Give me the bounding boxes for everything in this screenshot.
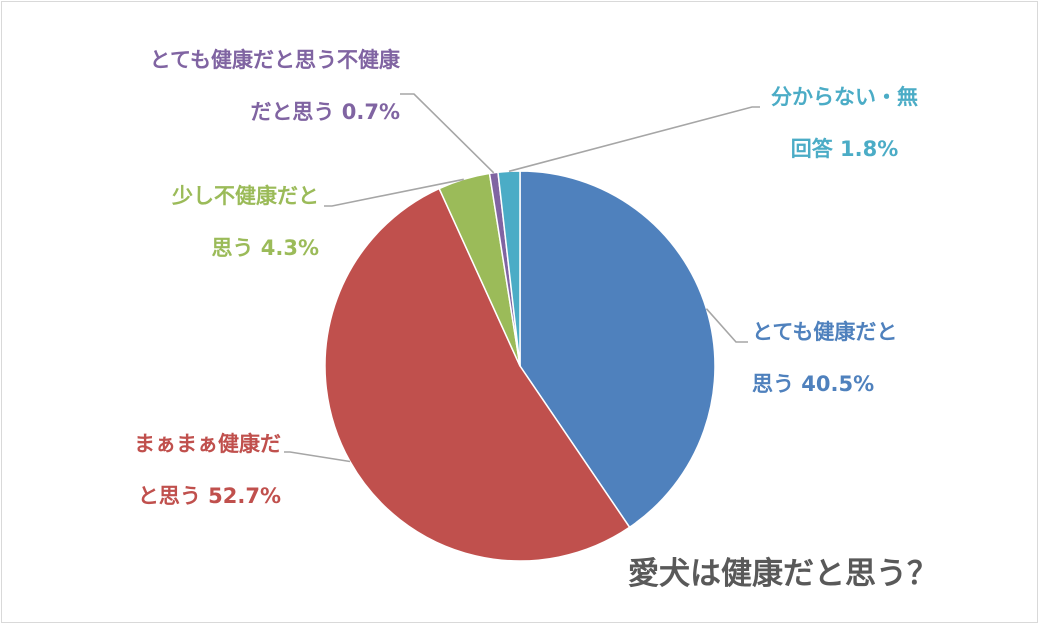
slice-label-fairly-healthy: まぁまぁ健康だ と思う 52.7%: [134, 418, 281, 522]
slice-label-very-healthy-line1: とても健康だと: [752, 320, 898, 344]
pie-slice-fairly-healthy: [324, 187, 631, 562]
slice-label-slightly-unhealthy-line2: 思う 4.3%: [211, 236, 319, 260]
pie-slice-unknown: [497, 170, 521, 367]
slice-label-slightly-unhealthy: 少し不健康だと 思う 4.3%: [172, 170, 319, 274]
leader-line-very-unhealthy: [400, 93, 495, 174]
pie-slice-very-healthy: [519, 170, 716, 529]
slice-label-unknown-line1: 分からない・無: [771, 85, 918, 109]
slice-label-very-unhealthy-line1: とても健康だと思う不健康: [149, 48, 400, 72]
slice-label-very-healthy: とても健康だと 思う 40.5%: [752, 306, 897, 410]
slice-label-unknown: 分からない・無 回答 1.8%: [771, 71, 918, 175]
leader-lines: [284, 93, 760, 463]
slice-label-fairly-healthy-line1: まぁまぁ健康だ: [134, 432, 281, 456]
slice-label-unknown-line2: 回答 1.8%: [790, 137, 899, 161]
slice-label-very-healthy-line2: 思う 40.5%: [752, 372, 875, 396]
leader-line-fairly-healthy: [284, 451, 351, 463]
slice-label-fairly-healthy-line2: と思う 52.7%: [137, 484, 281, 508]
slice-label-very-unhealthy: とても健康だと思う不健康 だと思う 0.7%: [150, 34, 400, 138]
slice-label-slightly-unhealthy-line1: 少し不健康だと: [172, 184, 319, 208]
leader-line-slightly-unhealthy: [324, 178, 464, 207]
slice-label-very-unhealthy-line2: だと思う 0.7%: [250, 100, 400, 124]
leader-line-very-healthy: [705, 308, 748, 343]
chart-title: 愛犬は健康だと思う？: [628, 556, 938, 592]
pie-slices: [324, 170, 716, 562]
leader-line-unknown: [508, 106, 760, 173]
